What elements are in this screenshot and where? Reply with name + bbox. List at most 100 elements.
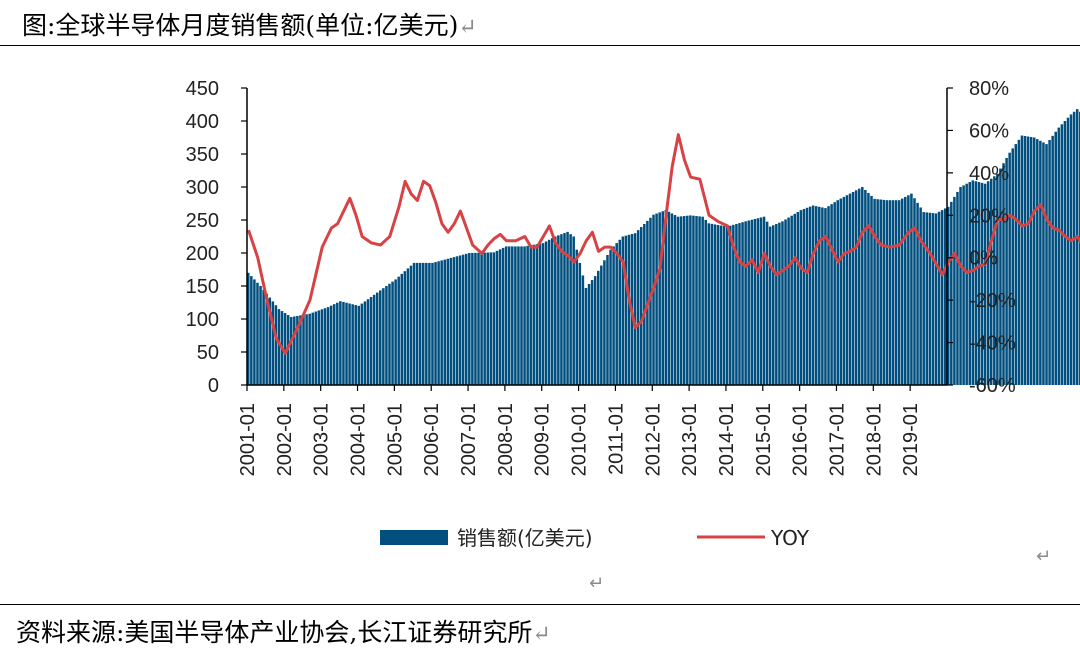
sales-bar <box>507 246 511 385</box>
sales-bar <box>928 212 932 385</box>
sales-bar <box>907 195 910 385</box>
sales-bar <box>747 220 750 385</box>
sales-bar <box>440 260 443 385</box>
sales-bar <box>354 305 357 385</box>
sales-bar <box>418 262 422 385</box>
sales-bar <box>550 238 554 385</box>
sales-bar <box>452 257 456 386</box>
sales-bar <box>391 281 394 385</box>
sales-bar <box>345 302 348 385</box>
y-right-tick-label: 0% <box>969 248 998 270</box>
y-left-tick-label: 400 <box>186 111 219 133</box>
y-right-tick-label: 40% <box>969 163 1009 185</box>
sales-bar <box>735 223 738 385</box>
sales-bar <box>1017 139 1021 385</box>
sales-bar <box>379 290 382 385</box>
sales-bar <box>256 282 259 385</box>
sales-bar <box>366 299 370 385</box>
sales-bar <box>965 183 968 385</box>
sales-bar <box>511 246 514 385</box>
y-left-tick-label: 0 <box>208 375 219 397</box>
sales-bar <box>274 305 278 385</box>
sales-bar <box>768 226 772 385</box>
y-left-tick-label: 200 <box>186 243 219 265</box>
sales-bar <box>833 202 836 385</box>
y-left-tick-label: 250 <box>186 210 219 232</box>
sales-bar <box>259 286 262 385</box>
y-left-tick-label: 350 <box>186 144 219 166</box>
sales-bar <box>732 224 735 385</box>
y-right-tick-label: -60% <box>969 375 1016 397</box>
sales-bar <box>934 213 938 385</box>
sales-bar <box>750 219 754 385</box>
sales-bar <box>289 317 293 385</box>
sales-bar <box>643 223 646 385</box>
sales-bar <box>483 252 486 385</box>
sales-bar <box>554 236 557 385</box>
sales-bar <box>1060 124 1064 386</box>
sales-bar <box>1057 127 1061 385</box>
sales-bar <box>538 243 542 385</box>
sales-bar <box>854 190 858 385</box>
sales-bar <box>385 286 388 385</box>
sales-bar <box>406 268 410 385</box>
sales-bar <box>501 247 505 385</box>
sales-bar <box>283 313 287 385</box>
sales-bar <box>1075 109 1079 385</box>
x-tick-label: 2013-01 <box>679 403 701 476</box>
x-tick-label: 2017-01 <box>826 403 848 476</box>
sales-bar <box>563 233 566 385</box>
sales-bar <box>498 249 502 385</box>
sales-bar <box>710 223 714 385</box>
sales-bar <box>597 270 600 385</box>
sales-bar <box>802 208 806 385</box>
sales-bar <box>931 213 935 385</box>
sales-bar <box>879 199 882 385</box>
legend-label-sales: 销售额(亿美元) <box>457 526 593 550</box>
sales-bar <box>870 195 873 385</box>
y-left-tick-label: 100 <box>186 309 219 331</box>
sales-bar <box>446 258 450 385</box>
sales-bar <box>329 305 333 385</box>
x-tick-label: 2012-01 <box>642 403 664 476</box>
sales-bar <box>989 178 993 385</box>
sales-bar <box>339 301 342 385</box>
y-left-tick-label: 450 <box>186 78 219 100</box>
x-tick-label: 2006-01 <box>421 403 443 476</box>
x-tick-label: 2008-01 <box>495 403 517 476</box>
sales-bar <box>864 189 867 385</box>
y-left-tick-label: 300 <box>186 177 219 199</box>
y-right-tick-label: 60% <box>969 120 1009 142</box>
sales-bar <box>704 220 707 385</box>
sales-bar <box>627 234 631 385</box>
sales-bar <box>897 200 901 385</box>
sales-bar <box>590 280 594 385</box>
sales-bar <box>621 236 625 385</box>
sales-bar <box>535 244 539 385</box>
sales-bar <box>480 252 483 385</box>
sales-bar <box>575 249 579 385</box>
sales-bar <box>814 206 818 385</box>
sales-bar <box>787 217 790 385</box>
x-tick-label: 2009-01 <box>532 403 554 476</box>
sales-bar <box>904 196 907 385</box>
sales-bar <box>1054 131 1057 385</box>
sales-bar <box>741 222 744 385</box>
sales-bar <box>1048 139 1051 385</box>
sales-bar <box>910 193 913 385</box>
sales-bar <box>845 195 849 385</box>
sales-bar <box>265 293 268 385</box>
sales-bar <box>600 265 603 385</box>
sales-bar <box>983 183 987 385</box>
sales-bar <box>375 292 379 385</box>
sales-bar <box>756 218 760 385</box>
sales-bar <box>422 262 425 385</box>
sales-bar <box>415 262 419 385</box>
sales-bar <box>587 284 591 385</box>
sales-bar <box>1045 144 1048 385</box>
sales-bar <box>900 198 904 385</box>
paragraph-mark-icon: ↵ <box>458 15 477 40</box>
sales-bar <box>968 182 972 385</box>
sales-bar <box>397 276 400 385</box>
y-left-tick-label: 150 <box>186 276 219 298</box>
